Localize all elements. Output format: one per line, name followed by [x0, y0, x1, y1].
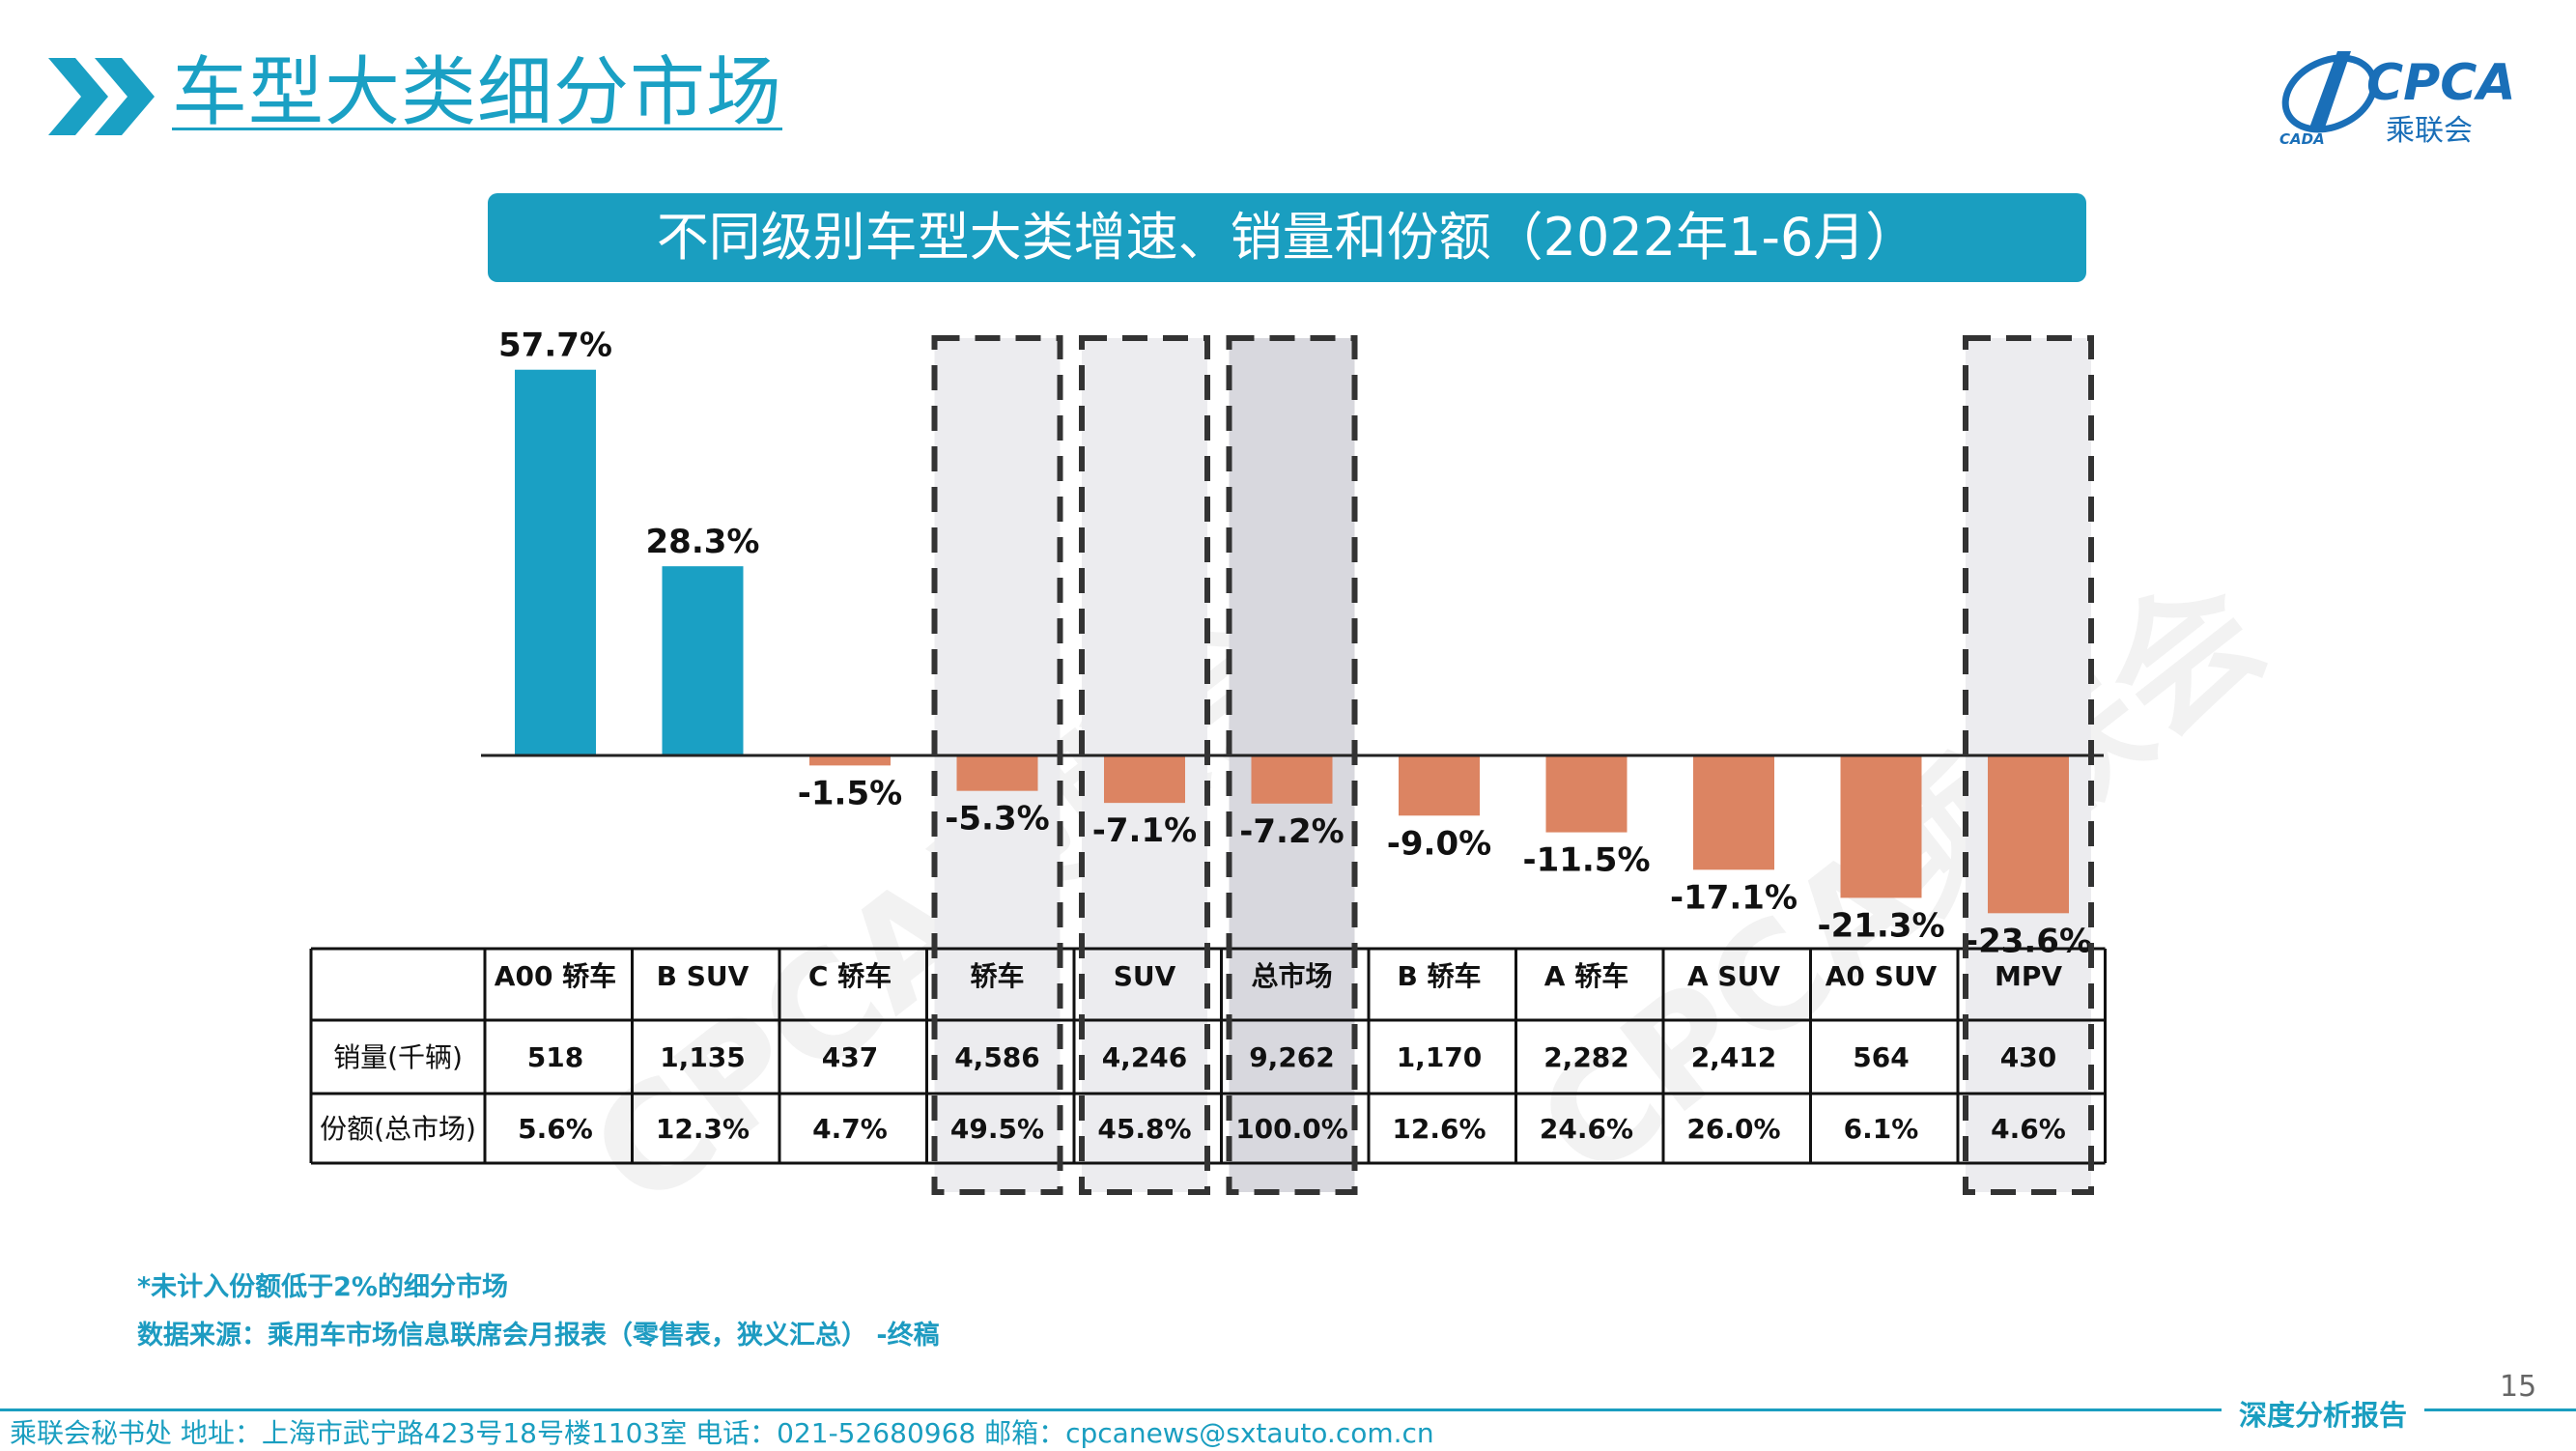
bar-2 — [809, 755, 891, 766]
value-label-6: -9.0% — [1387, 824, 1491, 863]
table-header-2: C 轿车 — [808, 960, 892, 992]
table-header-3: 轿车 — [970, 960, 1024, 992]
value-labels: 57.7% 28.3% -1.5% -5.3% -7.1% -7.2% -9.0% -11.5… — [498, 327, 2092, 961]
value-label-9: -21.3% — [1817, 906, 1944, 945]
table-cell-1-8: 26.0% — [1686, 1113, 1780, 1145]
bar-7 — [1545, 755, 1628, 833]
table-cell-0-0: 518 — [527, 1041, 583, 1073]
value-label-10: -23.6% — [1965, 922, 2092, 960]
table-cell-1-3: 49.5% — [950, 1113, 1044, 1145]
bars — [515, 369, 2069, 914]
bar-6 — [1399, 755, 1480, 816]
table-cell-1-7: 24.6% — [1540, 1113, 1633, 1145]
table-header-0: A00 轿车 — [495, 960, 616, 992]
chart-title: 不同级别车型大类增速、销量和份额（2022年1-6月） — [488, 193, 2086, 282]
table-header-10: MPV — [1995, 960, 2062, 992]
footer-divider — [0, 1408, 2222, 1411]
chevron-arrows-icon — [48, 58, 155, 135]
table-cell-0-5: 9,262 — [1249, 1041, 1335, 1073]
value-label-4: -7.1% — [1092, 811, 1197, 850]
value-label-8: -17.1% — [1670, 878, 1798, 917]
logo-small-text: CADA — [2279, 130, 2325, 148]
table-header-7: A 轿车 — [1544, 960, 1628, 992]
highlight-frames — [931, 335, 2094, 1195]
table-cell-1-0: 5.6% — [518, 1113, 593, 1145]
value-label-2: -1.5% — [798, 774, 902, 812]
table-cell-0-4: 4,246 — [1102, 1041, 1188, 1073]
table-cell-1-6: 12.6% — [1392, 1113, 1486, 1145]
highlight-frame-3 — [931, 335, 1063, 1195]
highlight-frame-5 — [1226, 335, 1358, 1195]
value-label-1: 28.3% — [646, 523, 760, 561]
bar-4 — [1104, 755, 1185, 804]
bar-5 — [1251, 755, 1333, 804]
logo-sub-text: 乘联会 — [2386, 114, 2473, 148]
footer-divider — [2424, 1408, 2576, 1411]
table-cell-0-6: 1,170 — [1397, 1041, 1483, 1073]
bar-1 — [662, 566, 744, 755]
bar-9 — [1840, 755, 1922, 898]
report-label: 深度分析报告 — [2239, 1399, 2408, 1432]
page-title: 车型大类细分市场 — [172, 49, 783, 136]
value-label-7: -11.5% — [1522, 841, 1650, 880]
bar-3 — [956, 755, 1038, 791]
highlight-frame-4 — [1079, 335, 1210, 1195]
highlight-frame-10 — [1963, 335, 2094, 1195]
table-cell-1-10: 4.6% — [1991, 1113, 2066, 1145]
footnote-source: 数据来源：乘用车市场信息联席会月报表（零售表，狭义汇总） -终稿 — [137, 1321, 940, 1351]
data-table: A00 轿车 B SUV C 轿车 轿车 SUV 总市场 B 轿车 A 轿车 A SUV A0 S… — [309, 947, 2107, 1165]
table-header-5: 总市场 — [1251, 960, 1332, 992]
table-cell-0-7: 2,282 — [1543, 1041, 1629, 1073]
bar-chart: 57.7% 28.3% -1.5% -5.3% -7.1% -7.2% -9.0% -11.5… — [309, 327, 2107, 1195]
value-label-5: -7.2% — [1239, 812, 1344, 851]
table-header-1: B SUV — [657, 960, 750, 992]
value-label-3: -5.3% — [945, 800, 1049, 839]
table-header-8: A SUV — [1687, 960, 1780, 992]
table-cell-1-5: 100.0% — [1235, 1113, 1348, 1145]
value-label-0: 57.7% — [498, 327, 612, 365]
highlight-backgrounds — [934, 338, 2091, 1192]
footnote-exclusion: *未计入份额低于2%的细分市场 — [137, 1272, 508, 1302]
bar-8 — [1693, 755, 1774, 870]
table-cell-1-1: 12.3% — [656, 1113, 750, 1145]
table-cell-0-2: 437 — [822, 1041, 878, 1073]
table-header-6: B 轿车 — [1397, 960, 1481, 992]
cpca-logo: CADA CPCA 乘联会 — [2279, 51, 2516, 148]
logo-text: CPCA — [2366, 54, 2516, 112]
table-header-9: A0 SUV — [1826, 960, 1938, 992]
table-cell-1-9: 6.1% — [1844, 1113, 1919, 1145]
bar-10 — [1988, 755, 2069, 914]
table-row-label-0: 销量(千辆) — [333, 1041, 463, 1073]
table-cell-0-1: 1,135 — [660, 1041, 746, 1073]
footer-contact: 乘联会秘书处 地址：上海市武宁路423号18号楼1103室 电话：021-526… — [10, 1417, 1434, 1449]
table-cell-0-8: 2,412 — [1691, 1041, 1777, 1073]
bar-0 — [515, 369, 596, 755]
table-cell-1-2: 4.7% — [812, 1113, 888, 1145]
table-cell-0-9: 564 — [1853, 1041, 1909, 1073]
table-row-label-1: 份额(总市场) — [320, 1113, 476, 1145]
table-cell-1-4: 45.8% — [1097, 1113, 1191, 1145]
table-header-4: SUV — [1114, 960, 1176, 992]
table-cell-0-3: 4,586 — [954, 1041, 1040, 1073]
table-cell-0-10: 430 — [2000, 1041, 2056, 1073]
page-number: 15 — [2500, 1370, 2537, 1404]
